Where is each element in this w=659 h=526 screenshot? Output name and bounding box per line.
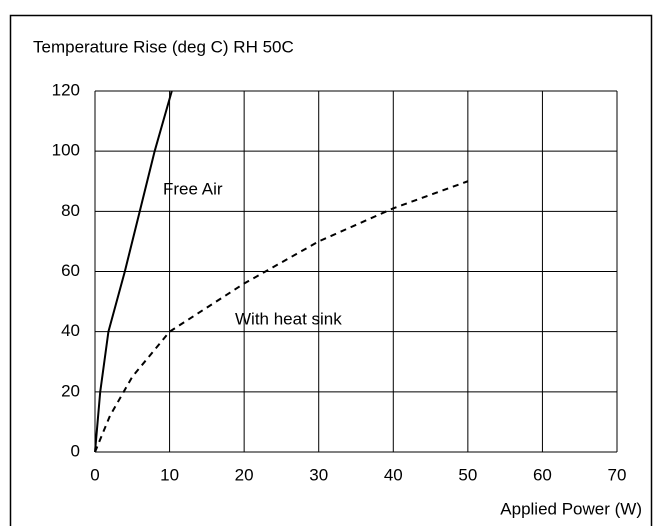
x-axis-label: Applied Power (W) bbox=[500, 499, 642, 518]
series-line bbox=[94, 90, 173, 453]
x-tick-label: 20 bbox=[235, 465, 254, 484]
x-tick-label: 70 bbox=[608, 465, 627, 484]
y-tick-label: 40 bbox=[61, 321, 80, 340]
x-tick-label: 30 bbox=[309, 465, 328, 484]
x-tick-label: 60 bbox=[533, 465, 552, 484]
x-tick-label: 40 bbox=[384, 465, 403, 484]
series-line bbox=[94, 180, 469, 453]
chart-title: Temperature Rise (deg C) RH 50C bbox=[33, 37, 294, 56]
y-tick-label: 0 bbox=[71, 441, 80, 460]
y-tick-label: 80 bbox=[61, 201, 80, 220]
x-tick-label: 50 bbox=[458, 465, 477, 484]
y-tick-label: 60 bbox=[61, 261, 80, 280]
series-label: With heat sink bbox=[235, 309, 342, 328]
y-tick-label: 20 bbox=[61, 381, 80, 400]
series-label: Free Air bbox=[163, 179, 223, 198]
frame bbox=[9, 14, 653, 526]
x-tick-label: 0 bbox=[90, 465, 99, 484]
x-tick-label: 10 bbox=[160, 465, 179, 484]
y-tick-label: 100 bbox=[52, 141, 80, 160]
y-tick-label: 120 bbox=[52, 80, 80, 99]
